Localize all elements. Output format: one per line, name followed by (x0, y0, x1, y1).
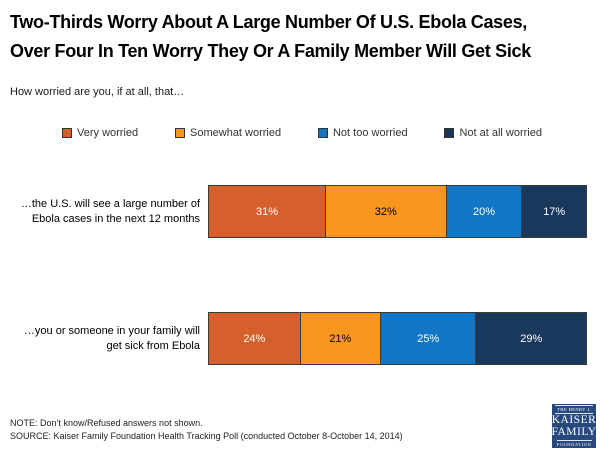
logo-name-line1: KAISER (551, 414, 597, 427)
source-line: SOURCE: Kaiser Family Foundation Health … (10, 431, 403, 442)
legend-label: Somewhat worried (190, 127, 282, 139)
category-label: …the U.S. will see a large number of Ebo… (20, 197, 200, 225)
chart-subtitle: How worried are you, if at all, that… (10, 86, 185, 98)
bar-segment: 24% (209, 313, 301, 364)
title-line-2: Over Four In Ten Worry They Or A Family … (10, 41, 531, 61)
title-line-1: Two-Thirds Worry About A Large Number Of… (10, 12, 527, 32)
legend-swatch-icon (175, 128, 186, 138)
legend-swatch-icon (317, 128, 328, 138)
stacked-bar: 31% 32% 20% 17% (208, 185, 587, 238)
category-label: …you or someone in your family will get … (23, 324, 200, 352)
bar-segment: 25% (381, 313, 477, 364)
legend-item: Not at all worried (444, 127, 542, 139)
legend-item: Not too worried (317, 127, 408, 139)
bar-segment: 20% (446, 186, 523, 237)
segment-value-label: 29% (520, 332, 543, 345)
legend-label: Very worried (77, 127, 139, 139)
segment-value-label: 21% (329, 332, 352, 345)
legend-swatch-icon (62, 128, 72, 138)
kff-logo: THE HENRY J. KAISER FAMILY FOUNDATION (551, 404, 597, 448)
segment-value-label: 24% (243, 332, 266, 345)
logo-name-line2: FAMILY (551, 426, 597, 438)
chart-row: …the U.S. will see a large number of Ebo… (10, 185, 587, 238)
logo-bottom-text: FOUNDATION (556, 439, 592, 447)
segment-value-label: 25% (417, 332, 440, 345)
legend: Very worried Somewhat worried Not too worr… (62, 127, 542, 139)
legend-label: Not too worried (332, 127, 408, 139)
bar-segment: 21% (300, 313, 381, 364)
segment-value-label: 17% (543, 205, 566, 218)
bar-segment: 17% (522, 186, 586, 237)
bar-segment: 29% (476, 313, 586, 364)
legend-item: Somewhat worried (175, 127, 281, 139)
chart-row: …you or someone in your family will get … (10, 312, 587, 365)
bar-segment: 31% (209, 186, 326, 237)
segment-value-label: 20% (473, 205, 496, 218)
legend-swatch-icon (444, 128, 455, 138)
page-title: Two-Thirds Worry About A Large Number Of… (10, 8, 594, 66)
stacked-bar: 24% 21% 25% 29% (208, 312, 587, 365)
segment-value-label: 32% (374, 205, 397, 218)
legend-label: Not at all worried (459, 127, 542, 139)
footer-notes: NOTE: Don’t know/Refused answers not sho… (10, 417, 403, 443)
logo-top-text: THE HENRY J. (555, 405, 593, 415)
note-line: NOTE: Don’t know/Refused answers not sho… (10, 418, 203, 428)
segment-value-label: 31% (255, 205, 278, 218)
bar-segment: 32% (325, 186, 447, 237)
legend-item: Very worried (62, 127, 138, 139)
